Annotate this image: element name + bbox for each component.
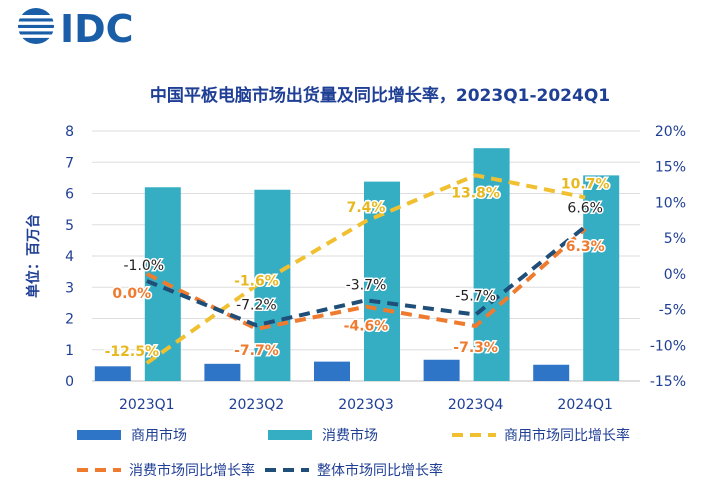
legend-label: 商用市场同比增长率 (504, 427, 630, 444)
line-data-labels: -12.5% -1.6% 7.4% 13.8% 10.7% 0.0% -7.7% -4.6% -… (103, 175, 611, 362)
data-label: -7.3% (453, 340, 498, 356)
x-tick-label: 2023Q2 (229, 397, 285, 413)
y-tick-label: 0 (65, 374, 74, 390)
y2-tick-label: 0% (664, 267, 686, 283)
y2-tick-label: 10% (655, 195, 686, 211)
y-tick-label: 1 (65, 343, 74, 359)
globe-icon (17, 8, 55, 44)
y-axis-right: -15% -10% -5% 0% 5% 10% 15% 20% (650, 124, 686, 390)
series-line (145, 173, 586, 365)
idc-logo: IDC (17, 7, 134, 48)
legend-swatch (268, 430, 312, 440)
data-label: -3.7% (346, 277, 387, 293)
data-label: -7.2% (236, 297, 277, 313)
chart-title: 中国平板电脑市场出货量及同比增长率，2023Q1-2024Q1 (150, 85, 610, 106)
data-label: -5.7% (455, 289, 496, 305)
y-tick-label: 8 (65, 124, 74, 140)
y-axis-label: 单位：百万台 (25, 214, 42, 298)
series-line (146, 225, 587, 328)
data-label: 13.8% (451, 185, 500, 201)
legend-swatch (77, 430, 121, 440)
bar (94, 366, 131, 381)
legend-label: 消费市场 (322, 427, 378, 444)
data-label: -1.0% (123, 258, 164, 274)
lines (145, 173, 587, 365)
data-label: 6.3% (566, 239, 605, 255)
data-label: 7.4% (347, 200, 386, 216)
data-label: -7.7% (234, 343, 279, 359)
bar (314, 361, 350, 381)
legend-label: 整体市场同比增长率 (317, 462, 443, 479)
y2-tick-label: 5% (664, 231, 686, 247)
y-tick-label: 3 (65, 280, 74, 296)
data-label: -12.5% (105, 344, 159, 360)
bar (583, 175, 620, 381)
legend-label: 商用市场 (131, 427, 187, 444)
data-label: 6.6% (567, 201, 603, 217)
y-axis-left: 0 1 2 3 4 5 6 7 8 (65, 124, 74, 390)
bar (423, 359, 460, 381)
x-axis: 2023Q1 2023Q2 2023Q3 2023Q4 2024Q1 (119, 397, 613, 413)
y2-tick-label: -5% (659, 303, 686, 319)
data-label: 0.0% (112, 286, 151, 302)
data-label: -1.6% (234, 273, 279, 289)
y-tick-label: 4 (65, 249, 74, 265)
y2-tick-label: 15% (655, 160, 686, 176)
bar (204, 363, 241, 381)
x-tick-label: 2023Q1 (119, 397, 175, 413)
logo-text: IDC (60, 7, 134, 48)
legend-label: 消费市场同比增长率 (129, 462, 255, 479)
y-tick-label: 6 (65, 187, 74, 203)
y2-tick-label: 20% (655, 124, 686, 140)
y-tick-label: 2 (65, 312, 74, 328)
bar (254, 189, 291, 381)
y2-tick-label: -10% (650, 338, 686, 354)
x-tick-label: 2023Q3 (338, 397, 394, 413)
y2-tick-label: -15% (650, 374, 686, 390)
y-tick-label: 5 (65, 218, 74, 234)
bar (473, 148, 510, 381)
x-tick-label: 2024Q1 (557, 397, 613, 413)
data-label: 10.7% (561, 176, 610, 192)
y-tick-label: 7 (65, 155, 74, 171)
data-label: -4.6% (344, 319, 389, 335)
bar (533, 364, 570, 381)
x-tick-label: 2023Q4 (448, 397, 504, 413)
